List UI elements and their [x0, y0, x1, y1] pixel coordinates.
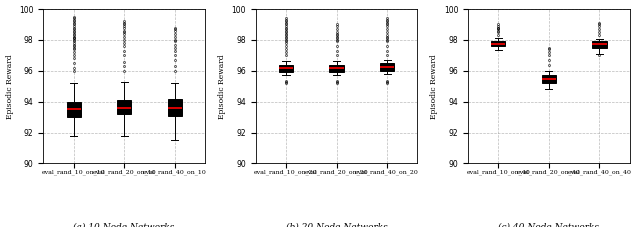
Text: (a) 10-Node Networks: (a) 10-Node Networks: [74, 222, 175, 227]
PathPatch shape: [542, 75, 556, 83]
Text: (b) 20-Node Networks: (b) 20-Node Networks: [285, 222, 387, 227]
Y-axis label: Episodic Reward: Episodic Reward: [6, 54, 13, 118]
Y-axis label: Episodic Reward: Episodic Reward: [218, 54, 226, 118]
Y-axis label: Episodic Reward: Episodic Reward: [430, 54, 438, 118]
PathPatch shape: [593, 42, 607, 48]
PathPatch shape: [117, 100, 131, 114]
PathPatch shape: [380, 63, 394, 71]
PathPatch shape: [168, 99, 182, 116]
PathPatch shape: [67, 102, 81, 117]
PathPatch shape: [279, 65, 293, 72]
PathPatch shape: [492, 42, 506, 46]
PathPatch shape: [330, 65, 344, 72]
Text: (c) 40-Node Networks: (c) 40-Node Networks: [499, 222, 600, 227]
